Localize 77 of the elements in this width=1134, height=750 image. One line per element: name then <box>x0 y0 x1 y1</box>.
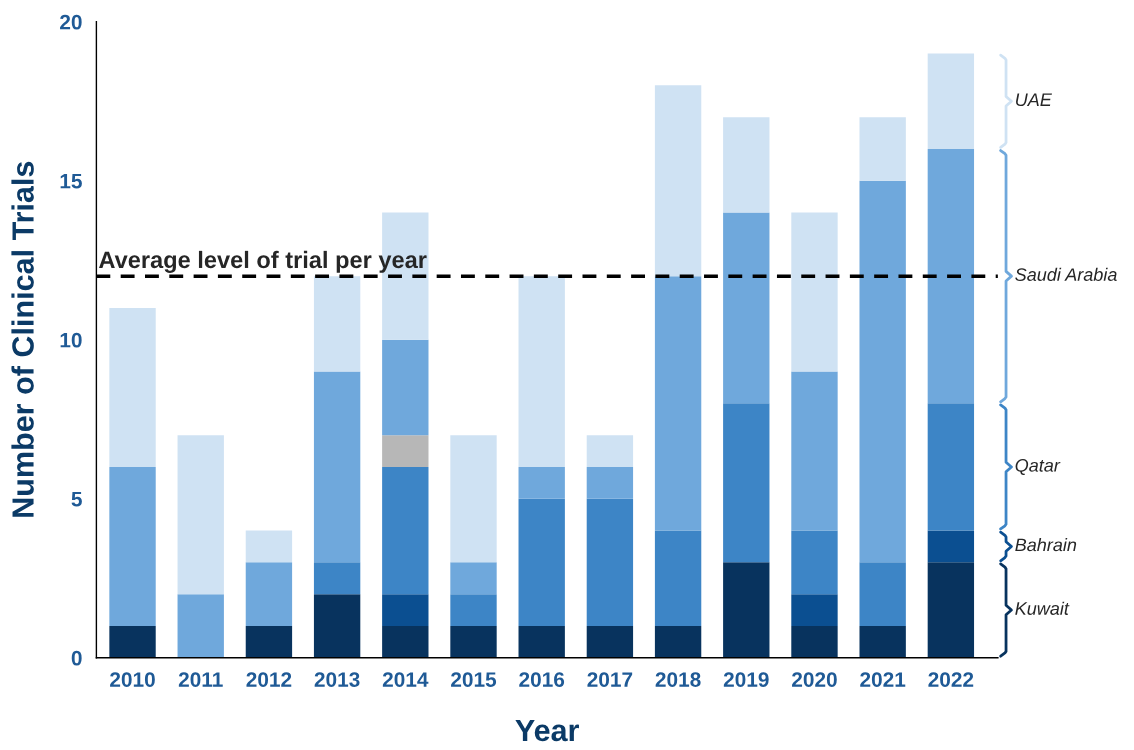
text: Qatar <box>1015 459 1061 476</box>
x-tick-label: 2018 <box>655 672 701 687</box>
x-tick-label: 2022 <box>928 672 974 687</box>
bar <box>245 530 293 563</box>
bar <box>313 562 361 595</box>
bar <box>859 562 906 626</box>
bar <box>382 339 429 436</box>
text: Saudi Arabia <box>1015 267 1117 282</box>
bar <box>654 276 702 531</box>
bar <box>109 466 156 626</box>
bar <box>177 594 224 658</box>
bar <box>723 117 770 213</box>
bar <box>927 403 975 531</box>
x-tick-label: 2010 <box>110 672 155 687</box>
bar <box>382 625 429 658</box>
bar <box>654 625 702 658</box>
bar <box>518 625 565 658</box>
text: Kuwait <box>1015 601 1070 615</box>
x-tick-label: 2021 <box>860 672 906 687</box>
x-tick-label: 2011 <box>178 672 223 687</box>
bar <box>791 625 838 658</box>
bar <box>382 594 429 626</box>
bar <box>791 371 838 531</box>
bar <box>586 625 634 658</box>
bar <box>791 212 838 372</box>
bar <box>109 307 156 467</box>
bar <box>586 498 634 626</box>
bar <box>927 148 975 404</box>
bar <box>723 403 770 563</box>
bar <box>723 562 770 658</box>
x-tick-label: 2014 <box>382 672 429 687</box>
y-axis-title: Number of Clinical Trials <box>11 161 34 517</box>
bar <box>245 625 293 658</box>
y-tick-label: 0 <box>71 650 82 666</box>
bar <box>723 212 770 404</box>
bar <box>927 53 975 149</box>
bar <box>518 498 565 626</box>
y-tick-label: 10 <box>60 332 82 348</box>
x-tick-label: 2012 <box>246 672 292 687</box>
x-axis-title: Year <box>515 719 579 742</box>
bar <box>382 466 429 595</box>
bar <box>109 625 156 658</box>
bar <box>177 435 224 595</box>
bar <box>654 530 702 626</box>
bar <box>859 625 906 658</box>
x-tick-label: 2013 <box>314 672 360 687</box>
text: UAE <box>1016 93 1052 107</box>
ref-line-label: Average level of trial per year <box>99 250 427 273</box>
x-tick-label: 2015 <box>451 672 497 687</box>
bar <box>313 276 361 372</box>
bar <box>859 180 906 563</box>
bar <box>313 371 361 563</box>
bar <box>450 562 497 595</box>
bar <box>927 562 975 658</box>
bar <box>450 435 497 563</box>
bar <box>450 625 497 658</box>
bar <box>586 435 634 467</box>
bar <box>927 530 975 563</box>
bar <box>654 85 702 277</box>
y-tick-label: 15 <box>60 173 82 189</box>
bar <box>791 530 838 595</box>
bar <box>518 466 565 499</box>
x-tick-label: 2017 <box>587 672 633 687</box>
bar <box>791 594 838 626</box>
bar <box>245 562 293 626</box>
y-tick-label: 5 <box>71 491 82 507</box>
bar <box>859 117 906 181</box>
bar <box>450 594 497 626</box>
bar <box>518 276 565 467</box>
bar <box>382 435 429 467</box>
bar <box>313 594 361 658</box>
bar <box>586 466 634 499</box>
x-tick-label: 2019 <box>723 672 769 687</box>
legend-label: Bahrain <box>1015 538 1077 552</box>
x-tick-label: 2016 <box>519 672 565 687</box>
y-tick-label: 20 <box>60 14 82 30</box>
x-tick-label: 2020 <box>792 672 837 687</box>
